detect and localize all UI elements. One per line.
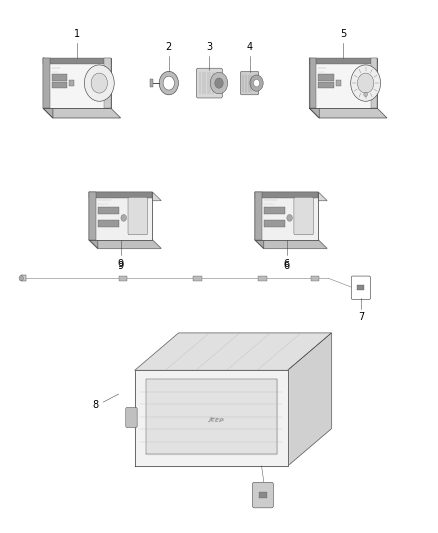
- Circle shape: [287, 215, 292, 221]
- Polygon shape: [310, 58, 319, 118]
- Circle shape: [351, 65, 381, 101]
- FancyBboxPatch shape: [294, 197, 314, 235]
- Circle shape: [254, 79, 260, 87]
- Text: 8: 8: [93, 400, 99, 410]
- Circle shape: [357, 73, 374, 93]
- Polygon shape: [255, 240, 327, 248]
- Text: JEEP: JEEP: [208, 417, 224, 424]
- Polygon shape: [89, 192, 98, 248]
- Polygon shape: [89, 192, 161, 200]
- Circle shape: [210, 72, 228, 94]
- Bar: [371, 58, 377, 108]
- Polygon shape: [43, 58, 53, 118]
- Polygon shape: [288, 333, 332, 466]
- Bar: [98, 220, 119, 227]
- FancyBboxPatch shape: [126, 407, 137, 427]
- Bar: [264, 207, 285, 214]
- Bar: [21, 275, 26, 281]
- Bar: [318, 74, 334, 80]
- Text: 2: 2: [166, 42, 172, 52]
- FancyBboxPatch shape: [196, 68, 223, 98]
- Polygon shape: [43, 108, 120, 118]
- Circle shape: [121, 215, 127, 221]
- Bar: [310, 58, 377, 64]
- Bar: [310, 58, 377, 108]
- FancyBboxPatch shape: [240, 71, 259, 95]
- Text: 7: 7: [358, 312, 364, 322]
- Bar: [264, 220, 285, 227]
- Text: 6: 6: [284, 261, 290, 271]
- Bar: [258, 276, 267, 281]
- Polygon shape: [146, 379, 277, 454]
- Circle shape: [85, 65, 114, 101]
- Circle shape: [163, 76, 174, 90]
- Text: 9: 9: [118, 261, 124, 271]
- Bar: [193, 276, 201, 281]
- Text: 6: 6: [284, 259, 290, 269]
- Text: 9: 9: [118, 259, 124, 269]
- FancyBboxPatch shape: [252, 482, 273, 508]
- Bar: [43, 58, 50, 108]
- Circle shape: [159, 71, 178, 95]
- Circle shape: [91, 73, 107, 93]
- Bar: [52, 74, 67, 80]
- Text: 1: 1: [74, 29, 80, 39]
- Circle shape: [19, 276, 23, 281]
- Polygon shape: [310, 108, 387, 118]
- Polygon shape: [255, 192, 264, 248]
- Bar: [52, 82, 67, 88]
- Bar: [150, 79, 153, 87]
- Bar: [89, 192, 152, 198]
- Text: 5: 5: [340, 29, 346, 39]
- Polygon shape: [135, 370, 288, 466]
- Bar: [69, 80, 74, 86]
- Bar: [357, 285, 364, 290]
- Bar: [43, 58, 111, 64]
- Polygon shape: [135, 333, 332, 370]
- Bar: [259, 492, 267, 498]
- Bar: [255, 192, 318, 240]
- Bar: [310, 58, 316, 108]
- FancyBboxPatch shape: [128, 197, 148, 235]
- FancyBboxPatch shape: [351, 276, 371, 300]
- Bar: [104, 58, 111, 108]
- Circle shape: [364, 92, 367, 96]
- Bar: [119, 276, 127, 281]
- Bar: [89, 192, 96, 240]
- Text: 3: 3: [206, 42, 212, 52]
- Bar: [311, 276, 319, 281]
- Bar: [336, 80, 341, 86]
- Bar: [255, 192, 262, 240]
- Bar: [43, 58, 111, 108]
- Polygon shape: [255, 192, 327, 200]
- Text: 4: 4: [247, 42, 253, 52]
- Circle shape: [250, 75, 263, 91]
- Bar: [98, 207, 119, 214]
- Bar: [89, 192, 152, 240]
- Bar: [255, 192, 318, 198]
- Bar: [318, 82, 334, 88]
- Polygon shape: [89, 240, 161, 248]
- Circle shape: [215, 78, 223, 88]
